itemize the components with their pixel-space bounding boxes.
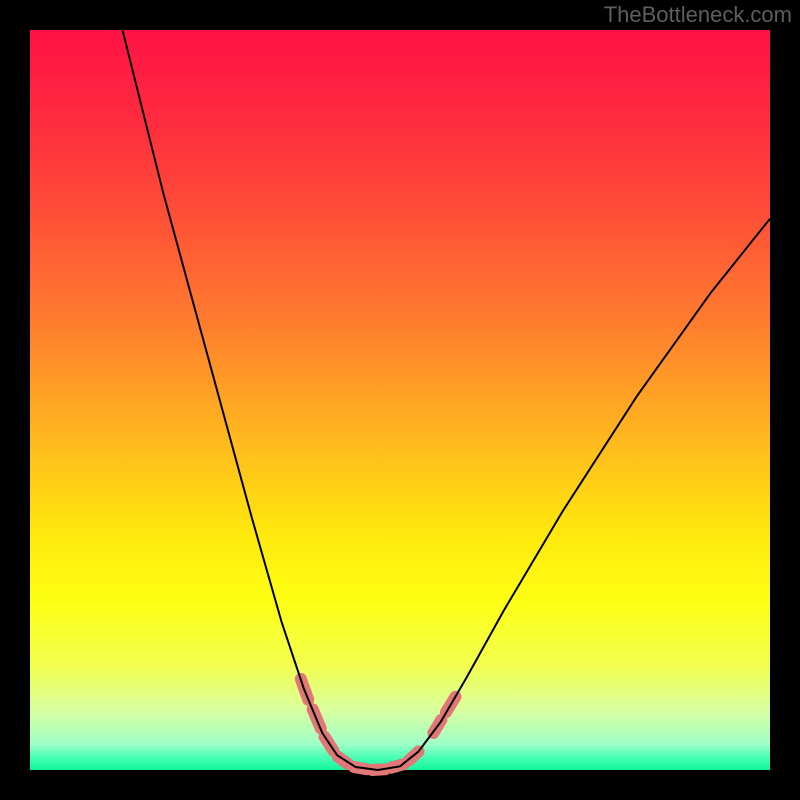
chart-svg (0, 0, 800, 800)
chart-container: TheBottleneck.com (0, 0, 800, 800)
plot-background (30, 30, 770, 770)
watermark-text: TheBottleneck.com (604, 2, 792, 28)
